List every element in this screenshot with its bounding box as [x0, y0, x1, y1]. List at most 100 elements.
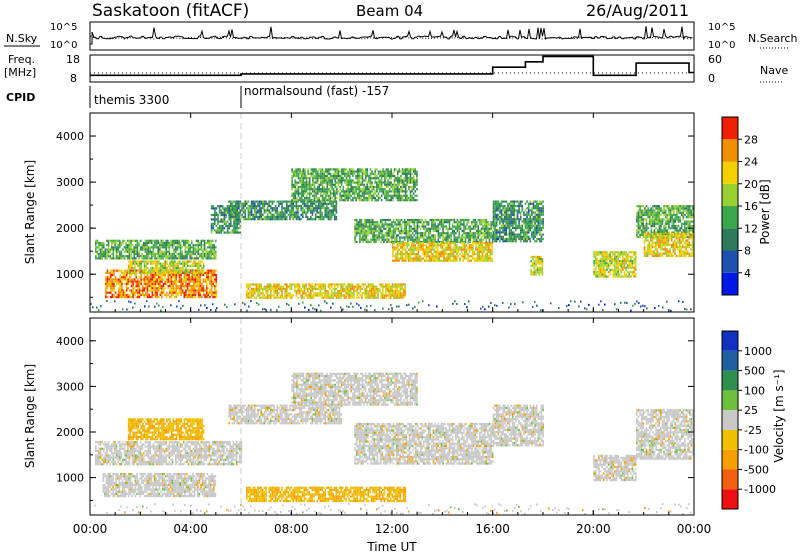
power-cell-7: [467, 227, 470, 230]
power-cell-6: [326, 194, 329, 197]
power-cell-5: [375, 287, 378, 290]
power-cell-7: [421, 232, 424, 235]
power-cell-0: [154, 239, 156, 242]
power-cell-5: [375, 292, 378, 295]
power-cell-4: [238, 215, 240, 219]
power-cell-6: [297, 181, 300, 184]
power-cell-6: [342, 168, 345, 171]
power-cell-1: [189, 289, 192, 292]
power-cell-4: [278, 213, 280, 216]
power-cell-8: [440, 242, 442, 245]
power-cell-7: [413, 225, 416, 228]
power-cell-2: [193, 264, 195, 267]
power-cell-4: [271, 215, 274, 219]
power-cell-5: [362, 283, 365, 286]
power-cell-3: [217, 227, 219, 230]
power-cell-6: [398, 177, 401, 180]
power-cell-6: [320, 177, 322, 180]
power-cell-0: [146, 246, 148, 249]
power-cell-6: [323, 199, 325, 202]
power-cell-6: [412, 192, 415, 195]
power-cell-6: [353, 196, 356, 200]
power-cell-4: [252, 202, 254, 205]
power-cell-2: [182, 262, 184, 265]
power-cell-2: [199, 262, 202, 265]
power-cell-1: [159, 276, 162, 279]
power-cell-8: [400, 253, 402, 256]
power-cell-8: [436, 248, 439, 251]
power-cell-4: [244, 213, 246, 216]
power-cell-6: [376, 188, 378, 191]
power-cell-5: [298, 290, 301, 293]
power-cell-1: [193, 293, 195, 296]
power-cell-5: [329, 285, 331, 288]
power-cell-0: [109, 255, 111, 258]
power-cell-4: [322, 207, 325, 210]
power-cell-6: [395, 188, 397, 191]
power-cell-7: [450, 218, 452, 222]
power-cell-5: [353, 296, 355, 299]
power-cell-5: [324, 285, 326, 288]
power-cell-3: [218, 231, 221, 234]
power-cell-4: [255, 204, 258, 208]
power-cell-5: [284, 296, 286, 299]
power-cell-5: [353, 294, 355, 297]
power-cell-9: [494, 237, 496, 241]
power-cell-7: [363, 223, 366, 226]
power-cell-0: [197, 257, 199, 260]
power-cell-4: [276, 200, 278, 203]
power-cell-7: [415, 227, 417, 230]
power-cell-3: [223, 227, 226, 230]
power-cell-1: [130, 289, 133, 292]
power-cell-0: [120, 257, 123, 260]
power-cell-6: [355, 199, 357, 202]
power-cell-5: [356, 296, 358, 299]
power-cell-1: [157, 274, 160, 277]
power-cell-1: [133, 280, 136, 283]
power-cell-5: [289, 283, 291, 286]
power-cell-7: [423, 221, 425, 224]
power-cell-5: [334, 285, 336, 288]
power-cell-5: [385, 290, 387, 293]
power-cell-4: [230, 211, 232, 214]
power-cell-5: [311, 296, 314, 299]
power-cell-0: [127, 257, 129, 260]
power-cell-8: [460, 255, 463, 258]
power-cell-0: [187, 248, 190, 251]
power-cell-7: [405, 227, 408, 230]
power-cell-7: [464, 218, 467, 222]
power-cell-1: [157, 289, 160, 292]
power-cell-8: [478, 259, 480, 262]
power-cell-6: [356, 174, 359, 178]
power-cell-4: [262, 202, 264, 205]
power-cell-4: [276, 218, 278, 221]
power-cell-6: [403, 185, 405, 189]
power-cell-8: [430, 244, 432, 247]
power-cell-5: [297, 292, 299, 295]
power-cell-8: [449, 255, 452, 258]
power-cell-7: [403, 238, 406, 241]
power-cell-7: [437, 218, 440, 222]
power-cell-9: [497, 204, 500, 208]
power-cell-4: [250, 207, 253, 210]
power-cell-4: [324, 209, 326, 212]
power-cell-8: [444, 259, 447, 262]
power-cell-1: [119, 269, 122, 272]
power-cell-7: [391, 234, 393, 237]
power-cell-2: [137, 260, 139, 263]
power-cell-7: [479, 234, 481, 237]
power-cell-0: [168, 246, 171, 249]
power-cell-7: [363, 218, 366, 222]
power-cell-4: [230, 202, 232, 205]
power-cell-7: [381, 221, 384, 224]
power-cell-6: [342, 185, 345, 189]
power-cell-5: [332, 296, 334, 299]
power-cell-5: [372, 290, 374, 293]
power-cell-1: [169, 276, 171, 279]
power-cell-0: [130, 239, 132, 242]
power-cell-5: [388, 287, 390, 290]
power-cell-1: [213, 280, 216, 283]
power-cell-6: [369, 172, 372, 175]
power-cell-7: [442, 232, 444, 235]
power-cell-5: [324, 296, 326, 299]
